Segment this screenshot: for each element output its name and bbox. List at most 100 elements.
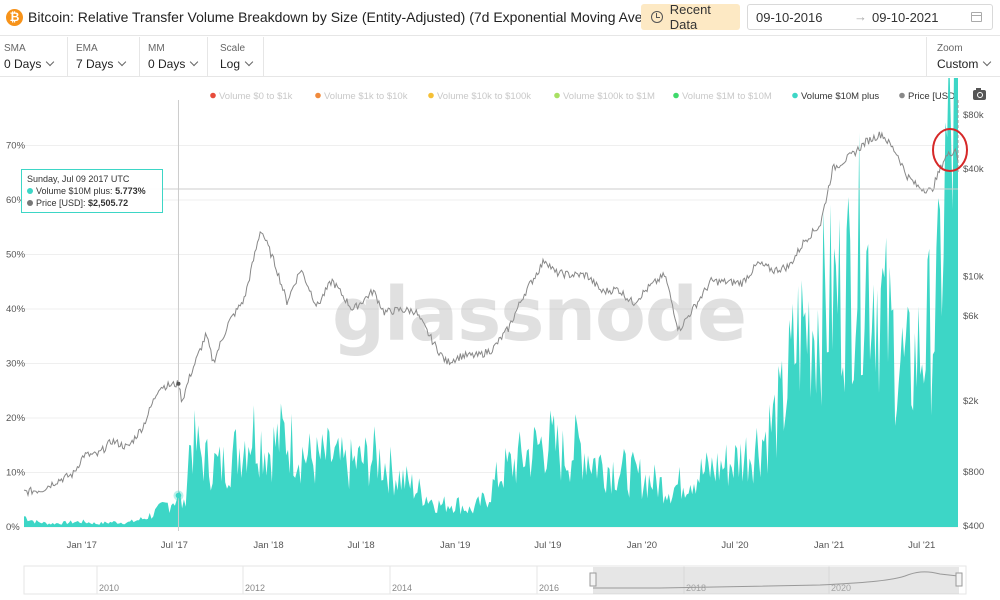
- sma-value: 0 Days: [4, 57, 42, 71]
- legend-item[interactable]: Volume $100k to $1M: [563, 91, 655, 102]
- legend-item[interactable]: Volume $0 to $1k: [219, 91, 293, 102]
- x-tick-label: Jul '17: [161, 540, 188, 551]
- mm-value: 0 Days: [148, 57, 186, 71]
- x-tick-label: Jul '21: [908, 540, 935, 551]
- tooltip-price-row: Price [USD]: $2,505.72: [27, 197, 157, 209]
- y-tick-label-right: $2k: [963, 396, 979, 407]
- x-tick-label: Jan '17: [67, 540, 97, 551]
- clock-icon: [651, 11, 663, 23]
- x-tick-label: Jan '18: [253, 540, 283, 551]
- zoom-label: Zoom: [937, 43, 963, 54]
- bitcoin-icon: ₿: [6, 9, 23, 26]
- y-tick-label-left: 10%: [6, 468, 26, 479]
- price-dot-icon: [27, 200, 33, 206]
- legend-dot-icon: [210, 92, 216, 99]
- annotation: [932, 128, 968, 172]
- volume-10m-plus-area: [24, 78, 958, 527]
- arrow-right-icon: →: [854, 9, 867, 24]
- legend-dot-icon: [428, 92, 434, 99]
- hover-price-point: [176, 381, 181, 386]
- zoom-value: Custom: [937, 57, 979, 71]
- navigator-handle-left[interactable]: [589, 572, 597, 587]
- tooltip-series-value: 5.773%: [115, 186, 146, 196]
- y-tick-label-right: $400: [963, 521, 984, 532]
- legend-item[interactable]: Price [USD]: [908, 91, 958, 102]
- recent-data-label: Recent Data: [669, 2, 711, 32]
- date-to-input[interactable]: 09-10-2021: [872, 10, 939, 25]
- y-tick-label-left: 30%: [6, 359, 26, 370]
- chart-title: Bitcoin: Relative Transfer Volume Breakd…: [28, 9, 676, 25]
- legend-dot-icon: [315, 92, 321, 99]
- legend-dot-icon: [792, 92, 798, 99]
- x-axis: Jan '17 Jul '17 Jan '18 Jul '18 Jan '19 Jul '…: [67, 540, 936, 551]
- navigator-tick-label: 2010: [99, 583, 119, 593]
- chevron-down-icon: [46, 57, 55, 67]
- chevron-down-icon: [244, 57, 254, 67]
- calendar-icon[interactable]: [971, 12, 982, 22]
- series-dot-icon: [27, 188, 33, 194]
- navigator-price-line: [593, 571, 959, 589]
- y-tick-label-left: 40%: [6, 304, 26, 315]
- y-tick-label-right: $800: [963, 467, 984, 478]
- legend-item[interactable]: Volume $1k to $10k: [324, 91, 408, 102]
- tooltip-price-value: $2,505.72: [88, 198, 129, 208]
- chart-canvas[interactable]: Volume $0 to $1k Volume $1k to $10k Volume…: [0, 78, 1000, 600]
- x-tick-label: Jul '18: [347, 540, 374, 551]
- tooltip-price-label: Price [USD]:: [36, 198, 86, 208]
- mm-label: MM: [148, 43, 165, 54]
- navigator-tick-label: 2020: [831, 583, 851, 593]
- x-tick-label: Jan '20: [627, 540, 657, 551]
- legend-item[interactable]: Volume $1M to $10M: [682, 91, 772, 102]
- navigator-selection[interactable]: [593, 567, 959, 594]
- zoom-select[interactable]: Zoom Custom: [926, 37, 1000, 77]
- mm-select[interactable]: MM 0 Days: [140, 37, 208, 77]
- camera-icon[interactable]: [973, 88, 986, 100]
- y-axis-left: 0% 10% 20% 30% 40% 50% 60% 70%: [6, 141, 26, 534]
- scale-select[interactable]: Scale Log: [208, 37, 264, 77]
- tooltip-series-label: Volume $10M plus:: [36, 186, 113, 196]
- y-tick-label-left: 50%: [6, 250, 26, 261]
- navigator-track: [23, 565, 967, 595]
- sma-select[interactable]: SMA 0 Days: [0, 37, 68, 77]
- y-tick-label-left: 20%: [6, 413, 26, 424]
- navigator-tick-label: 2018: [686, 583, 706, 593]
- legend-dot-icon: [673, 92, 679, 99]
- x-tick-label: Jul '20: [721, 540, 748, 551]
- navigator[interactable]: 2010 2012 2014 2016 2018 2020: [23, 565, 967, 595]
- legend-item[interactable]: Volume $10M plus: [801, 91, 879, 102]
- chart-header: ₿ Bitcoin: Relative Transfer Volume Brea…: [0, 0, 1000, 36]
- hover-point: [175, 492, 182, 499]
- price-line: [23, 131, 959, 498]
- crosshair: [24, 100, 959, 531]
- y-tick-label-left: 0%: [6, 522, 20, 533]
- date-range-picker[interactable]: 09-10-2016 → 09-10-2021: [747, 4, 993, 30]
- chart-controls: SMA 0 Days EMA 7 Days MM 0 Days Scale Lo…: [0, 37, 1000, 77]
- scale-value: Log: [220, 57, 241, 71]
- x-tick-label: Jan '19: [440, 540, 470, 551]
- y-tick-label-right: $40k: [963, 164, 984, 175]
- y-tick-label-right: $80k: [963, 110, 984, 121]
- watermark: glassnode: [332, 272, 747, 358]
- y-tick-label-left: 70%: [6, 141, 26, 152]
- volume-10m-plus-series: [24, 78, 958, 527]
- y-axis-right: $400 $800 $2k $6k $10k $40k $80k: [963, 110, 984, 532]
- sma-label: SMA: [4, 43, 26, 54]
- navigator-tick-label: 2014: [392, 583, 412, 593]
- y-tick-label-right: $10k: [963, 271, 984, 282]
- legend-item[interactable]: Volume $10k to $100k: [437, 91, 531, 102]
- chevron-down-icon: [190, 57, 199, 67]
- price-series: [23, 131, 959, 498]
- recent-data-button[interactable]: Recent Data: [641, 2, 740, 32]
- navigator-handle-right[interactable]: [955, 572, 963, 587]
- chevron-down-icon: [118, 57, 127, 67]
- ema-select[interactable]: EMA 7 Days: [68, 37, 140, 77]
- annotation-circle: [932, 128, 968, 172]
- gridlines: [24, 145, 958, 528]
- date-from-input[interactable]: 09-10-2016: [756, 10, 823, 25]
- y-tick-label-left: 60%: [6, 195, 26, 206]
- y-tick-label-right: $6k: [963, 311, 979, 322]
- tooltip-series-row: Volume $10M plus: 5.773%: [27, 185, 157, 197]
- legend: Volume $0 to $1k Volume $1k to $10k Volume…: [210, 91, 958, 102]
- navigator-tick-label: 2016: [539, 583, 559, 593]
- chevron-down-icon: [983, 57, 992, 67]
